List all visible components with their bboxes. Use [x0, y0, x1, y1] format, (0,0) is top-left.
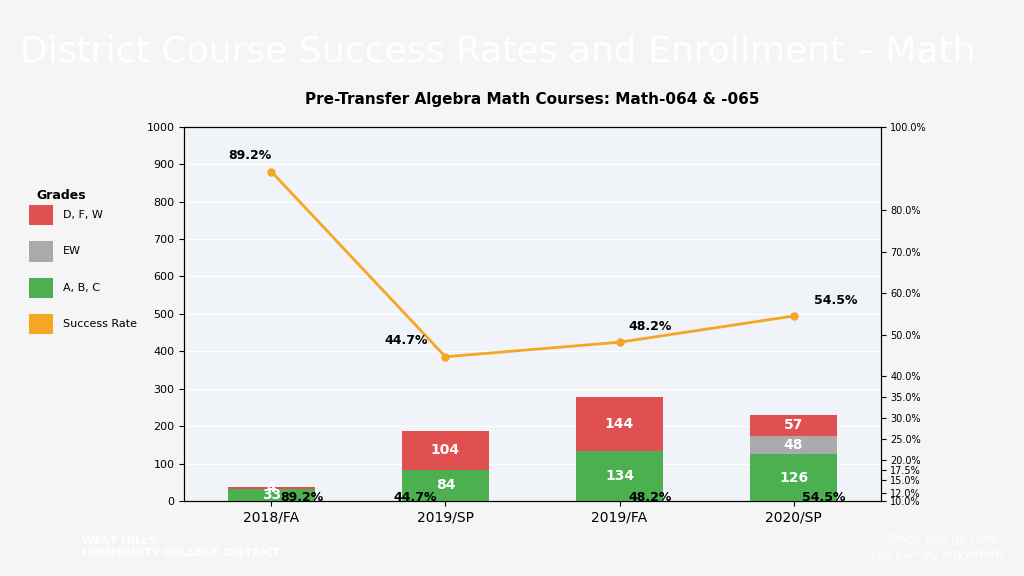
Text: 48.2%: 48.2%	[629, 491, 672, 504]
Bar	[402, 431, 489, 469]
Bar	[751, 436, 838, 454]
Bar	[227, 487, 315, 489]
Text: 134: 134	[605, 469, 634, 483]
Text: District Course Success Rates and Enrollment – Math: District Course Success Rates and Enroll…	[20, 35, 976, 69]
Text: A, B, C: A, B, C	[63, 283, 100, 293]
FancyBboxPatch shape	[29, 314, 53, 334]
Text: 144: 144	[605, 417, 634, 431]
Text: 33: 33	[262, 488, 281, 502]
Bar	[751, 454, 838, 501]
Text: 89.2%: 89.2%	[227, 149, 271, 162]
Text: D, F, W: D, F, W	[63, 210, 103, 220]
Text: 54.5%: 54.5%	[814, 294, 858, 306]
Text: 126: 126	[779, 471, 808, 484]
Bar	[577, 397, 664, 451]
Bar	[577, 451, 664, 501]
Text: 57: 57	[784, 418, 803, 433]
Text: 54.5%: 54.5%	[803, 491, 846, 504]
Text: 48: 48	[783, 438, 804, 452]
Text: 89.2%: 89.2%	[281, 491, 324, 504]
Text: WEST HILLS
COMMUNITY COLLEGE DISTRICT: WEST HILLS COMMUNITY COLLEGE DISTRICT	[82, 536, 281, 558]
Bar	[402, 469, 489, 501]
Bar	[751, 415, 838, 436]
FancyBboxPatch shape	[29, 205, 53, 225]
FancyBboxPatch shape	[29, 241, 53, 262]
Text: 104: 104	[431, 443, 460, 457]
Text: 44.7%: 44.7%	[385, 334, 428, 347]
Text: 44.7%: 44.7%	[393, 491, 436, 504]
FancyBboxPatch shape	[29, 278, 53, 298]
Text: 4: 4	[266, 481, 276, 495]
Text: Pre-Transfer Algebra Math Courses: Math-064 & -065: Pre-Transfer Algebra Math Courses: Math-…	[305, 92, 760, 107]
Bar	[227, 489, 315, 501]
Text: EW: EW	[63, 247, 81, 256]
Text: Success Rate: Success Rate	[63, 319, 137, 329]
Text: Once you go here,
you can go anywhere: Once you go here, you can go anywhere	[869, 533, 1004, 561]
Text: Grades: Grades	[37, 189, 86, 202]
Text: 84: 84	[435, 479, 456, 492]
Text: 48.2%: 48.2%	[629, 320, 672, 333]
